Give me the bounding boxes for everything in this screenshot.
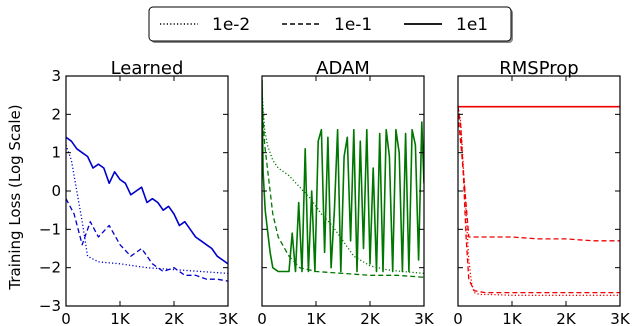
x-tick-label: 1K [306,310,327,326]
legend-box [148,6,512,42]
y-tick-label: 1 [51,144,61,162]
x-tick-label: 2K [360,310,381,326]
legend-label: 1e-1 [334,15,372,35]
panel-title: ADAM [316,58,370,79]
x-tick-label: 3K [218,310,239,326]
x-tick-label: 1K [502,310,523,326]
series-1e-1 [458,106,620,294]
series-1e-2 [262,91,424,275]
series-1e-1 [66,198,228,282]
x-tick-label: 0 [257,310,267,326]
x-tick-label: 2K [556,310,577,326]
panel-title: RMSProp [499,58,578,79]
series-1e-2 [66,144,228,275]
series-mid [458,114,620,242]
y-tick-label: 3 [51,67,61,85]
x-tick-label: 1K [110,310,131,326]
x-tick-label: 0 [61,310,71,326]
y-tick-label: 0 [51,182,61,200]
x-tick-label: 2K [164,310,185,326]
legend-label: 1e1 [456,15,488,35]
series-1e-2 [458,106,620,296]
y-tick-label: −1 [39,220,61,238]
series-1e1 [262,79,424,273]
panel-learned: Learned 0 1K 2K 3K −3 −2 −1 0 1 2 3 [39,58,239,326]
x-tick-label: 0 [453,310,463,326]
x-tick-label: 3K [610,310,631,326]
series-1e1 [66,136,228,265]
legend-label: 1e-2 [212,15,250,35]
panel-adam: ADAM 0 1K 2K 3K [257,58,435,326]
y-axis-label: Training Loss (Log Scale) [6,104,24,290]
y-tick-label: −2 [39,259,61,277]
y-tick-label: −3 [39,297,61,315]
panel-rmsprop: RMSProp 0 1K 2K 3K [453,58,631,326]
legend: 1e-2 1e-1 1e1 [148,6,513,43]
panel-title: Learned [111,58,184,79]
y-tick-label: 2 [51,105,61,123]
x-tick-label: 3K [414,310,435,326]
axes-frame [457,75,621,307]
